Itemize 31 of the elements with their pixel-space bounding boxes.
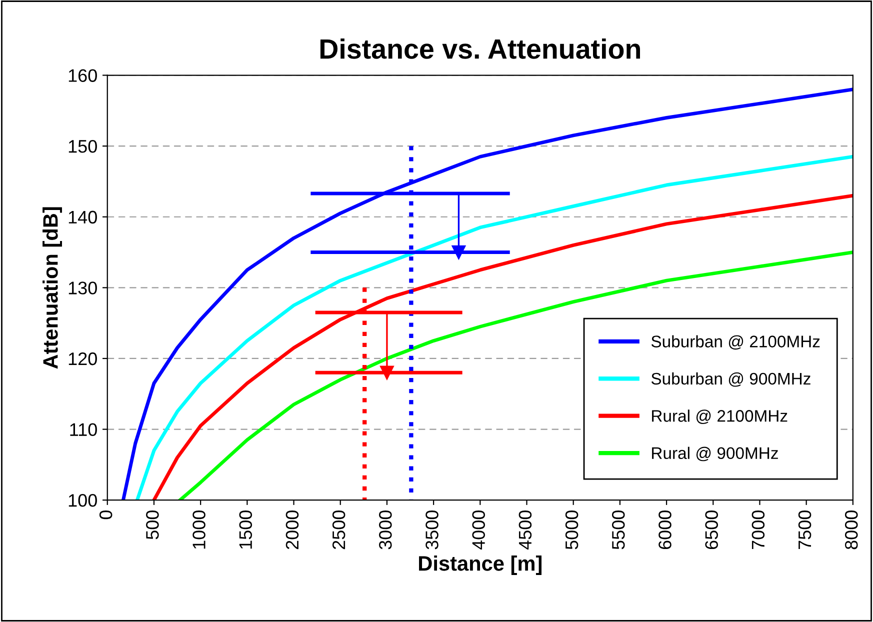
legend-label: Suburban @ 2100MHz — [651, 335, 820, 350]
y-axis-title: Attenuation [dB] — [42, 207, 62, 369]
x-tick-label: 7000 — [752, 510, 765, 550]
x-tick-label: 3000 — [379, 510, 392, 550]
x-tick-label: 5000 — [565, 510, 578, 550]
y-tick-label: 110 — [70, 423, 97, 436]
x-tick-label: 3500 — [426, 510, 438, 550]
y-tick-label: 160 — [68, 69, 97, 82]
x-tick-label: 7500 — [798, 510, 812, 550]
x-tick-label: 0 — [99, 510, 112, 520]
x-tick-label: 2000 — [286, 510, 299, 550]
x-tick-label: 6500 — [705, 510, 718, 550]
legend-label: Rural @ 2100MHz — [652, 410, 788, 424]
legend-label: Suburban @ 900MHz — [651, 372, 810, 387]
x-tick-label: 5500 — [612, 510, 625, 550]
chart-title: Distance vs. Attenuation — [320, 38, 640, 59]
y-tick-label: 140 — [68, 210, 97, 224]
x-tick-label: 500 — [146, 510, 159, 540]
x-axis-title: Distance [m] — [419, 556, 542, 575]
x-tick-label: 6000 — [658, 510, 672, 550]
x-tick-label: 2500 — [332, 510, 346, 550]
x-tick-label: 4000 — [472, 510, 485, 550]
legend-label: Rural @ 900MHz — [652, 446, 778, 462]
y-tick-label: 150 — [68, 140, 97, 153]
y-tick-label: 120 — [68, 352, 97, 366]
x-tick-label: 4500 — [518, 510, 532, 550]
x-tick-label: 8000 — [844, 510, 858, 550]
y-tick-label: 130 — [68, 282, 97, 294]
x-tick-label: 1000 — [192, 510, 206, 549]
x-tick-label: 1500 — [239, 510, 252, 549]
y-tick-label: 100 — [68, 494, 97, 507]
